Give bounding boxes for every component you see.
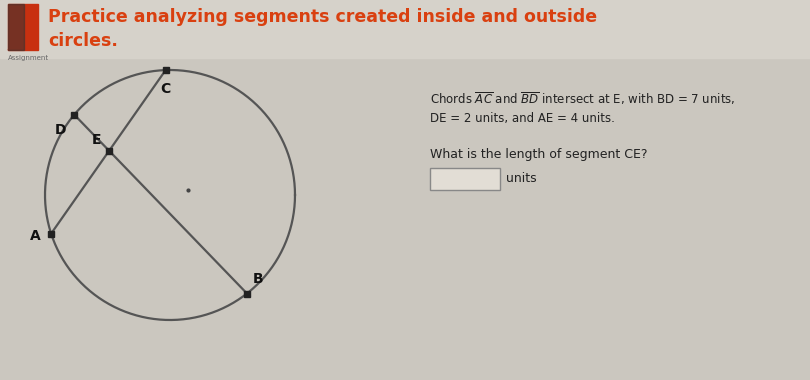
- Text: D: D: [55, 123, 66, 137]
- Polygon shape: [8, 40, 38, 50]
- Text: A: A: [30, 229, 41, 242]
- Text: B: B: [253, 271, 263, 285]
- Text: Chords $\overline{AC}$ and $\overline{BD}$ intersect at E, with BD = 7 units,: Chords $\overline{AC}$ and $\overline{BD…: [430, 90, 735, 107]
- Bar: [430, 168, 500, 190]
- Text: Practice analyzing segments created inside and outside: Practice analyzing segments created insi…: [48, 8, 597, 26]
- Text: circles.: circles.: [48, 32, 118, 50]
- Bar: [0, 0, 810, 58]
- Text: What is the length of segment CE?: What is the length of segment CE?: [430, 148, 647, 161]
- Text: Assignment: Assignment: [8, 55, 49, 61]
- Bar: [8, 4, 38, 50]
- Text: units: units: [506, 173, 536, 185]
- Bar: [8, 4, 23, 50]
- Text: C: C: [160, 82, 171, 96]
- Text: E: E: [92, 133, 101, 147]
- Text: DE = 2 units, and AE = 4 units.: DE = 2 units, and AE = 4 units.: [430, 112, 615, 125]
